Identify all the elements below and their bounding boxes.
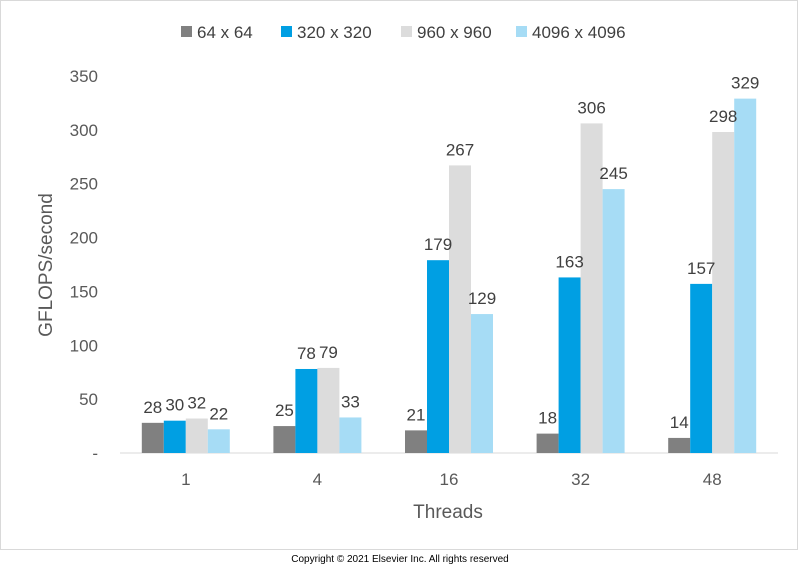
data-label: 129 xyxy=(468,289,496,308)
data-label: 163 xyxy=(555,252,583,271)
bar xyxy=(471,314,493,453)
data-label: 22 xyxy=(209,404,228,423)
data-label: 267 xyxy=(446,140,474,159)
bar xyxy=(207,429,230,453)
legend-label: 4096 x 4096 xyxy=(532,23,626,42)
legend-label: 64 x 64 xyxy=(197,23,253,42)
x-axis-ticks: 1 4 16 32 48 xyxy=(181,470,722,489)
data-label: 245 xyxy=(599,164,627,183)
y-tick-label: 150 xyxy=(70,282,98,301)
x-tick-label: 32 xyxy=(571,470,590,489)
bar xyxy=(339,417,362,453)
data-label: 33 xyxy=(341,392,360,411)
bar xyxy=(712,132,735,454)
bar xyxy=(449,165,471,453)
legend-label: 960 x 960 xyxy=(417,23,492,42)
data-label: 157 xyxy=(687,259,715,278)
bar xyxy=(185,418,208,453)
bars xyxy=(141,98,757,454)
copyright-notice: Copyright © 2021 Elsevier Inc. All right… xyxy=(291,554,509,565)
bar xyxy=(163,420,186,453)
data-label: 79 xyxy=(319,343,338,362)
legend-swatch xyxy=(281,26,292,37)
x-tick-label: 4 xyxy=(313,470,322,489)
legend-swatch xyxy=(516,26,527,37)
data-label: 14 xyxy=(670,413,689,432)
data-label: 306 xyxy=(577,98,605,117)
bar xyxy=(317,367,340,453)
data-label: 25 xyxy=(275,401,294,420)
y-tick-label: 350 xyxy=(70,67,98,86)
data-label: 28 xyxy=(143,398,162,417)
legend-swatch xyxy=(401,26,412,37)
data-label: 18 xyxy=(538,409,557,428)
bar xyxy=(141,422,164,453)
chart-frame xyxy=(0,0,798,550)
bar xyxy=(405,430,427,453)
legend-swatch xyxy=(181,26,192,37)
bar xyxy=(580,123,603,453)
y-tick-label: 50 xyxy=(79,390,98,409)
x-tick-label: 16 xyxy=(440,470,459,489)
y-tick-label: - xyxy=(92,444,98,463)
data-label: 32 xyxy=(187,394,206,413)
data-label: 30 xyxy=(165,396,184,415)
bar xyxy=(536,433,559,453)
legend-label: 320 x 320 xyxy=(297,23,372,42)
data-label: 179 xyxy=(424,235,452,254)
y-tick-label: 200 xyxy=(70,229,98,248)
y-tick-label: 100 xyxy=(70,336,98,355)
bar xyxy=(734,98,757,454)
bar xyxy=(602,189,625,453)
data-label: 78 xyxy=(297,344,316,363)
bar xyxy=(668,437,691,453)
data-label: 329 xyxy=(731,74,759,93)
bar xyxy=(558,277,581,453)
x-tick-label: 1 xyxy=(181,470,190,489)
bar-chart: 64 x 64 320 x 320 960 x 960 4096 x 4096 - 50… xyxy=(36,23,778,523)
bar xyxy=(273,426,296,453)
legend: 64 x 64 320 x 320 960 x 960 4096 x 4096 xyxy=(181,23,626,42)
bar xyxy=(295,368,318,453)
x-axis-title: Threads xyxy=(413,502,483,523)
y-tick-label: 250 xyxy=(70,175,98,194)
y-tick-label: 300 xyxy=(70,121,98,140)
data-label: 298 xyxy=(709,107,737,126)
x-tick-label: 48 xyxy=(703,470,722,489)
data-label: 21 xyxy=(407,405,426,424)
bar xyxy=(427,260,449,453)
y-axis-title: GFLOPS/second xyxy=(36,193,57,337)
bar xyxy=(690,283,713,453)
y-axis-ticks: - 50 100 150 200 250 300 350 xyxy=(70,67,98,463)
